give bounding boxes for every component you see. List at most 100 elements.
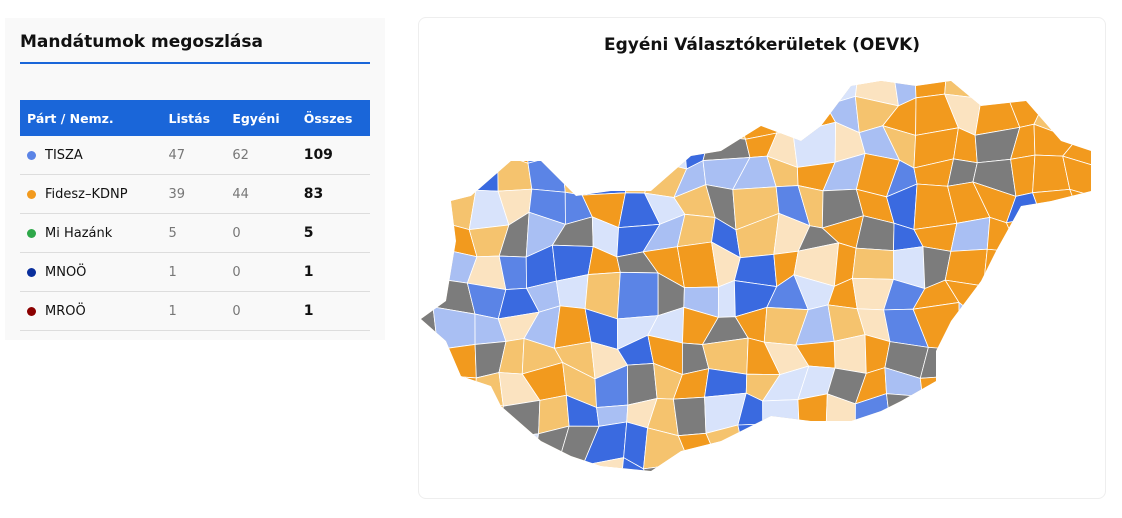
district (672, 396, 707, 437)
district (421, 247, 440, 280)
district (588, 81, 619, 109)
district (619, 457, 650, 471)
party-row: TISZA 47 62 109 (20, 136, 370, 175)
district (895, 489, 917, 498)
district (1073, 488, 1105, 498)
district (1093, 492, 1105, 498)
district (1002, 484, 1033, 498)
district (421, 276, 440, 308)
district (1095, 370, 1105, 395)
district (1062, 81, 1091, 109)
party-dot (27, 267, 36, 277)
district (421, 98, 446, 136)
district (616, 271, 659, 320)
district (1046, 345, 1069, 375)
district (443, 152, 477, 193)
district (852, 247, 894, 280)
district (1072, 241, 1091, 282)
district (557, 485, 594, 498)
individual-seats: 0 (225, 213, 297, 253)
district (707, 494, 747, 498)
district (421, 81, 446, 107)
district (421, 347, 439, 376)
district (1032, 488, 1078, 498)
district (734, 494, 775, 498)
district (1038, 280, 1074, 320)
district (1032, 467, 1074, 471)
district (792, 121, 837, 168)
district (1094, 193, 1105, 230)
district (913, 495, 952, 498)
district (702, 134, 751, 162)
district (431, 343, 477, 379)
list-seats: 5 (161, 213, 226, 253)
district (798, 427, 831, 462)
district (704, 368, 748, 398)
district (770, 454, 809, 471)
district (854, 454, 899, 471)
district (1062, 155, 1091, 197)
district (627, 363, 658, 406)
total-seats: 5 (296, 213, 370, 253)
list-seats: 1 (161, 252, 226, 292)
total-seats: 1 (296, 291, 370, 331)
district (445, 396, 476, 438)
district (1040, 214, 1080, 260)
district (616, 133, 658, 164)
column-header: Egyéni (225, 100, 297, 136)
district (762, 423, 809, 460)
district (1076, 391, 1091, 435)
column-header: Listás (161, 100, 226, 136)
district (983, 248, 1020, 288)
district (434, 435, 476, 468)
map-title: Egyéni Választókerületek (OEVK) (603, 35, 921, 55)
district (674, 456, 717, 471)
district (706, 456, 748, 471)
district (1004, 421, 1033, 470)
district (421, 457, 440, 471)
party-name: MNOÖ (45, 264, 87, 280)
district (1003, 303, 1047, 347)
district (442, 93, 479, 136)
column-header: Összes (296, 100, 370, 136)
district (421, 129, 445, 154)
district (588, 96, 619, 135)
district (1099, 102, 1105, 137)
district (1013, 285, 1046, 305)
district (439, 490, 477, 498)
district (582, 457, 625, 471)
district (525, 127, 569, 164)
district (499, 399, 541, 440)
district (1044, 303, 1072, 350)
district (976, 285, 1017, 318)
party-name: TISZA (45, 147, 83, 163)
district (1099, 275, 1105, 319)
district (948, 392, 983, 441)
district (1099, 304, 1105, 346)
total-seats: 83 (296, 174, 370, 214)
district (561, 127, 597, 169)
district (506, 487, 533, 498)
district (1070, 274, 1091, 320)
district (799, 454, 831, 471)
district (916, 431, 950, 461)
district (1100, 463, 1105, 498)
district (916, 456, 953, 471)
district (978, 484, 1020, 498)
district (419, 484, 442, 498)
district (432, 306, 476, 351)
district (1031, 421, 1078, 470)
district (982, 343, 1011, 368)
district (1072, 462, 1091, 471)
party-cell: TISZA (20, 136, 162, 175)
district (763, 494, 800, 498)
district (1048, 371, 1081, 393)
district (735, 81, 780, 109)
party-cell: Fidesz–KDNP (20, 174, 162, 214)
party-cell: MNOÖ (20, 252, 162, 292)
district (464, 93, 511, 134)
district (474, 372, 504, 407)
district (532, 81, 564, 95)
list-seats: 1 (161, 291, 226, 331)
